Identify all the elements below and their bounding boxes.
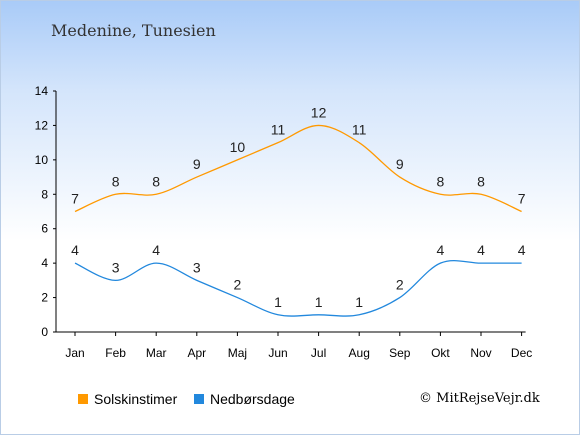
data-label-sun: 8 <box>477 173 485 189</box>
legend-swatch-rain <box>194 394 204 404</box>
data-label-sun: 9 <box>193 156 201 172</box>
data-label-rain: 4 <box>152 242 160 258</box>
y-tick-label: 8 <box>41 187 48 201</box>
x-tick-label: Feb <box>105 346 126 360</box>
data-label-rain: 3 <box>112 259 120 275</box>
data-label-sun: 8 <box>437 173 445 189</box>
data-label-sun: 11 <box>271 122 286 138</box>
x-tick-label: Mar <box>146 346 167 360</box>
y-tick-label: 0 <box>41 325 48 339</box>
data-label-sun: 10 <box>230 139 246 155</box>
x-tick-label: Nov <box>470 346 491 360</box>
y-tick-label: 4 <box>41 256 48 270</box>
x-tick-label: Dec <box>511 346 532 360</box>
x-tick-label: Sep <box>389 346 411 360</box>
x-tick-label: Maj <box>228 346 247 360</box>
series-line-sun <box>74 124 522 213</box>
y-tick-label: 2 <box>41 291 48 305</box>
y-tick-label: 6 <box>41 222 48 236</box>
data-label-sun: 8 <box>152 173 160 189</box>
x-tick-label: Aug <box>349 346 370 360</box>
legend-label-sun: Solskinstimer <box>94 391 178 407</box>
data-label-rain: 3 <box>193 259 201 275</box>
x-tick-label: Jan <box>65 346 84 360</box>
legend-item-rain: Nedbørsdage <box>194 391 295 407</box>
data-label-rain: 4 <box>518 242 526 258</box>
legend-label-rain: Nedbørsdage <box>210 391 295 407</box>
legend-item-sun: Solskinstimer <box>78 391 177 407</box>
data-label-sun: 12 <box>311 104 327 120</box>
series-line-rain <box>74 259 522 317</box>
data-label-rain: 4 <box>71 242 79 258</box>
x-tick-label: Jun <box>268 346 287 360</box>
data-label-sun: 11 <box>352 122 367 138</box>
y-tick-label: 10 <box>35 153 49 167</box>
x-tick-label: Okt <box>431 346 450 360</box>
data-label-sun: 7 <box>71 191 79 207</box>
data-label-rain: 4 <box>437 242 445 258</box>
data-label-sun: 7 <box>518 191 526 207</box>
data-label-sun: 8 <box>112 173 120 189</box>
data-label-rain: 2 <box>396 277 404 293</box>
data-label-rain: 2 <box>234 277 242 293</box>
data-label-rain: 1 <box>355 294 363 310</box>
data-label-rain: 1 <box>315 294 323 310</box>
y-tick-label: 12 <box>35 118 49 132</box>
data-label-sun: 9 <box>396 156 404 172</box>
data-label-rain: 1 <box>274 294 282 310</box>
data-label-rain: 4 <box>477 242 485 258</box>
copyright-text: © MitRejseVejr.dk <box>419 391 540 406</box>
legend-swatch-sun <box>78 394 88 404</box>
y-tick-label: 14 <box>35 84 49 98</box>
x-tick-label: Apr <box>187 346 206 360</box>
chart-title: Medenine, Tunesien <box>51 21 216 40</box>
x-tick-label: Jul <box>311 346 326 360</box>
